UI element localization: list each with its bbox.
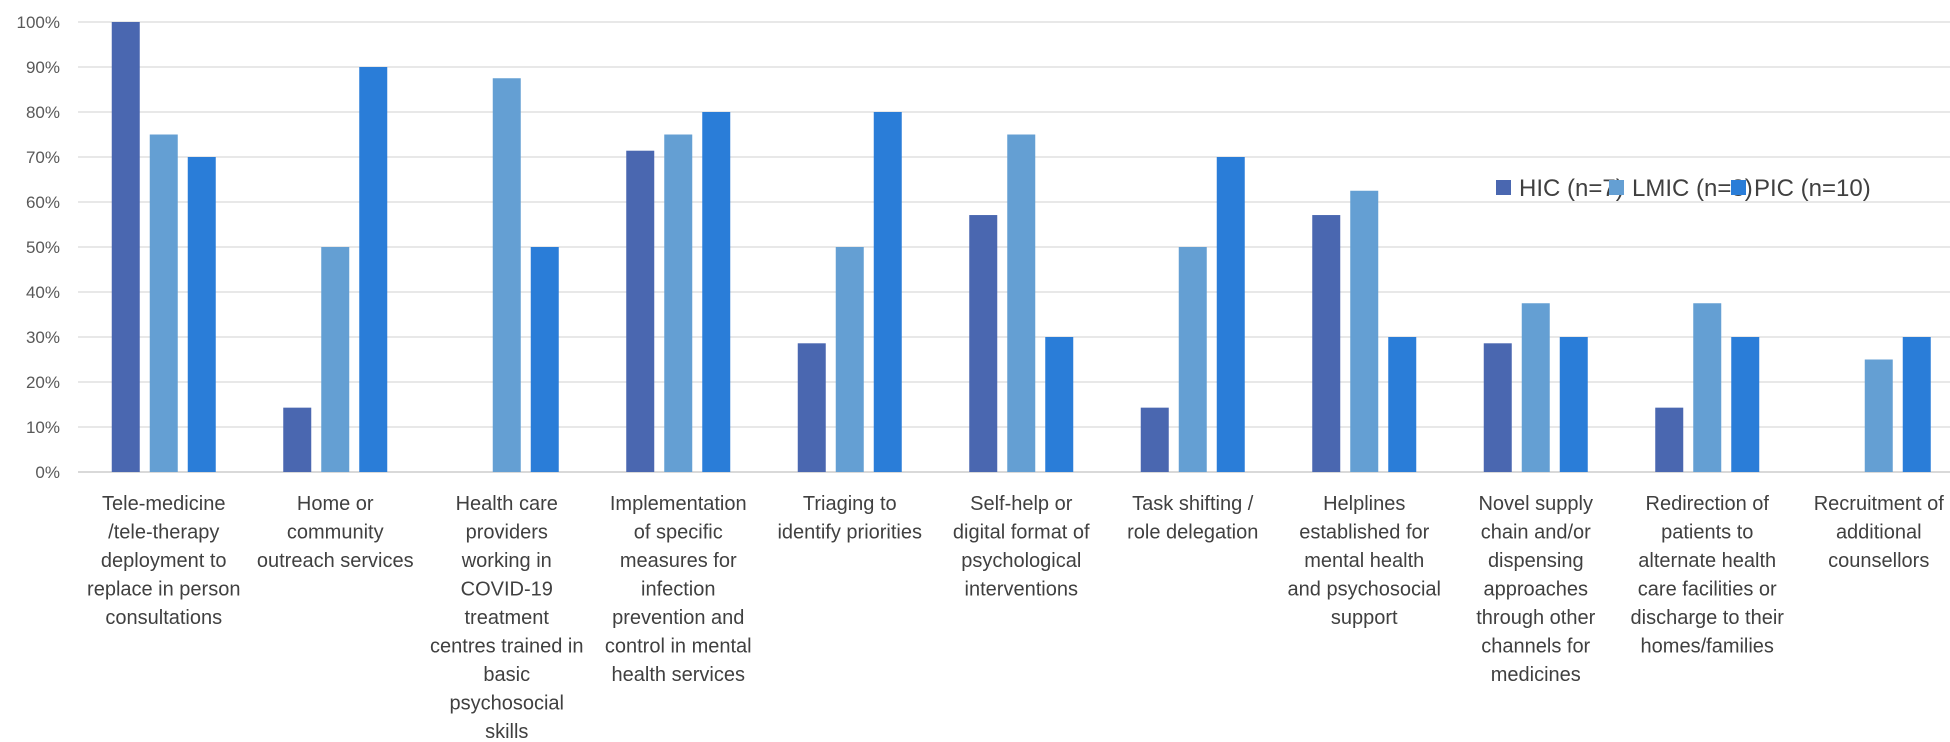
- y-tick-label: 90%: [26, 58, 60, 77]
- y-tick-label: 10%: [26, 418, 60, 437]
- bar-pic-9: [1731, 337, 1760, 472]
- category-label: Task shifting / role delegation: [1127, 493, 1258, 544]
- bar-lmic-5: [1007, 134, 1036, 472]
- bars: [111, 22, 1931, 473]
- legend-label: PIC (n=10): [1754, 175, 1871, 202]
- category-label: Redirection of patients to alternate healt…: [1631, 493, 1785, 658]
- y-tick-label: 20%: [26, 373, 60, 392]
- bar-hic-1: [283, 407, 312, 472]
- bar-pic-10: [1902, 337, 1931, 472]
- category-label: Self-help or digital format of psychologic…: [953, 493, 1090, 601]
- bar-lmic-4: [835, 247, 864, 472]
- bar-lmic-8: [1521, 303, 1550, 472]
- bar-lmic-6: [1178, 247, 1207, 472]
- bar-pic-1: [359, 67, 388, 472]
- bar-pic-7: [1388, 337, 1417, 472]
- y-tick-label: 40%: [26, 283, 60, 302]
- category-label: Novel supply chain and/or dispensing approa…: [1476, 493, 1595, 686]
- bar-hic-0: [111, 22, 140, 472]
- bar-pic-4: [873, 112, 902, 472]
- bar-pic-2: [530, 247, 559, 472]
- bar-lmic-3: [664, 134, 693, 472]
- category-label: Recruitment of additional counsellors: [1814, 493, 1944, 572]
- bar-hic-7: [1312, 215, 1341, 473]
- y-tick-label: 50%: [26, 238, 60, 257]
- category-label: Home or community outreach services: [257, 493, 414, 572]
- y-tick-label: 0%: [35, 463, 60, 482]
- bar-hic-3: [626, 150, 655, 472]
- bar-hic-4: [797, 343, 826, 472]
- y-tick-label: 30%: [26, 328, 60, 347]
- y-axis-tick-labels: 0% 10% 20% 30% 40% 50% 60% 70% 80% 90% 100%: [17, 13, 60, 482]
- legend-swatch: [1609, 180, 1624, 195]
- bar-lmic-9: [1693, 303, 1722, 472]
- bar-lmic-10: [1864, 359, 1893, 472]
- y-tick-label: 100%: [17, 13, 60, 32]
- bar-hic-6: [1140, 407, 1169, 472]
- legend: HIC (n=7) LMIC (n=8) PIC (n=10): [1496, 175, 1871, 202]
- bar-hic-5: [969, 215, 998, 473]
- bar-lmic-7: [1350, 190, 1379, 472]
- category-labels: Tele-medicine/tele-therapy deployment to r…: [87, 493, 1944, 742]
- category-label: Tele-medicine/tele-therapy deployment to r…: [87, 493, 240, 629]
- bar-pic-3: [702, 112, 731, 472]
- bar-pic-0: [187, 157, 216, 472]
- category-label: Implementation of specific measures for inf…: [605, 493, 752, 686]
- bar-hic-9: [1655, 407, 1684, 472]
- bar-lmic-0: [149, 134, 178, 472]
- legend-swatch: [1496, 180, 1511, 195]
- category-label: Health care providers working in COVID-19 tr…: [430, 493, 583, 742]
- legend-swatch: [1731, 180, 1746, 195]
- y-tick-label: 70%: [26, 148, 60, 167]
- bar-lmic-1: [321, 247, 350, 472]
- y-tick-label: 60%: [26, 193, 60, 212]
- bar-pic-8: [1559, 337, 1588, 472]
- y-tick-label: 80%: [26, 103, 60, 122]
- bar-hic-8: [1483, 343, 1512, 472]
- legend-label: HIC (n=7): [1519, 175, 1624, 202]
- bar-lmic-2: [492, 78, 521, 472]
- category-label: Helplines established for mental health and…: [1288, 493, 1441, 629]
- category-label: Triaging to identify priorities: [777, 493, 922, 544]
- bar-pic-5: [1045, 337, 1074, 472]
- bar-pic-6: [1216, 157, 1245, 472]
